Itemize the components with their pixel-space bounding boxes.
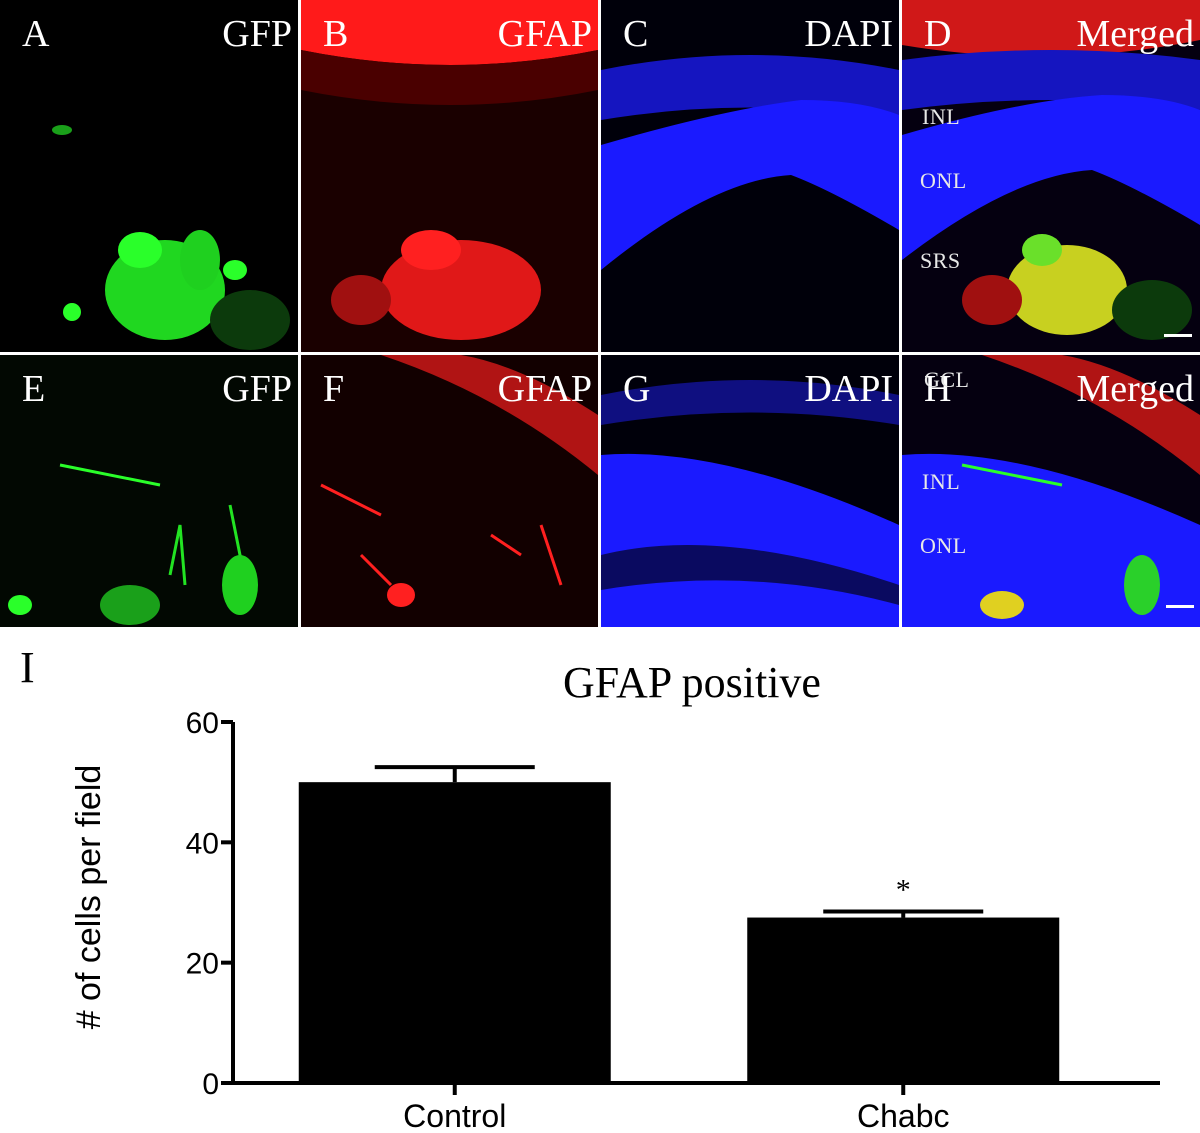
panel-letter: F <box>323 368 345 410</box>
scale-bar <box>1166 605 1194 608</box>
y-tick-label: 20 <box>186 948 219 981</box>
channel-label: Merged <box>1076 13 1195 55</box>
y-tick-label: 60 <box>186 707 219 740</box>
dapi-signal-image <box>601 355 899 627</box>
bar-chart: I GFAP positive # of cells per field * 0… <box>20 643 1160 1133</box>
panel-letter: A <box>22 13 50 55</box>
gfp-signal-image <box>0 0 298 352</box>
micrograph-panel-b: B GFAP <box>301 0 598 352</box>
dapi-signal-image <box>601 0 899 352</box>
layer-label-onl: ONL <box>920 533 967 558</box>
layer-label-srs: SRS <box>920 248 961 273</box>
channel-label: GFAP <box>497 13 592 55</box>
micrograph-panel-g: G DAPI <box>601 355 899 627</box>
micrograph-panel-c: C DAPI <box>601 0 899 352</box>
panel-letter: H <box>924 368 952 410</box>
micrograph-grid: A GFP B GFAP C DAPI <box>0 0 1200 627</box>
scale-bar <box>1164 334 1192 337</box>
gfp-signal-image <box>0 355 298 627</box>
panel-letter: B <box>323 13 349 55</box>
layer-label-inl: INL <box>922 469 961 494</box>
bar-chart-panel: I GFAP positive # of cells per field * 0… <box>0 627 1200 1133</box>
micrograph-panel-a: A GFP <box>0 0 298 352</box>
bars-group: * <box>298 765 1060 1083</box>
channel-label: GFP <box>222 13 292 55</box>
panel-letter: D <box>924 13 952 55</box>
panel-letter: E <box>22 368 46 410</box>
y-tick-label: 40 <box>186 827 219 860</box>
chart-title: GFAP positive <box>563 658 821 707</box>
channel-label: Merged <box>1076 368 1195 410</box>
axes-group: 0 20 40 60 Control Chabc <box>186 707 1160 1133</box>
layer-label-inl: INL <box>922 104 961 129</box>
channel-label: DAPI <box>804 368 893 410</box>
panel-letter: I <box>20 643 35 692</box>
channel-label: GFP <box>222 368 292 410</box>
y-axis-label: # of cells per field <box>70 765 108 1030</box>
x-tick-label: Control <box>403 1098 506 1133</box>
layer-label-gcl: GCL <box>924 367 970 392</box>
merged-signal-image <box>902 355 1200 627</box>
panel-letter: G <box>623 368 651 410</box>
y-tick-label: 0 <box>202 1068 219 1101</box>
panel-letter: C <box>623 13 649 55</box>
gfap-signal-image <box>301 355 598 627</box>
significance-marker: * <box>896 874 911 907</box>
layer-label-onl: ONL <box>920 168 967 193</box>
micrograph-panel-d: D Merged INL ONL SRS <box>902 0 1200 352</box>
channel-label: DAPI <box>804 13 893 55</box>
channel-label: GFAP <box>497 368 592 410</box>
bar-chabc <box>747 917 1060 1083</box>
micrograph-panel-e: E GFP <box>0 355 298 627</box>
merged-signal-image <box>902 0 1200 352</box>
micrograph-panel-h: H Merged GCL INL ONL <box>902 355 1200 627</box>
micrograph-panel-f: F GFAP <box>301 355 598 627</box>
bar-control <box>298 782 611 1083</box>
x-tick-label: Chabc <box>857 1098 950 1133</box>
gfap-signal-image <box>301 0 598 352</box>
